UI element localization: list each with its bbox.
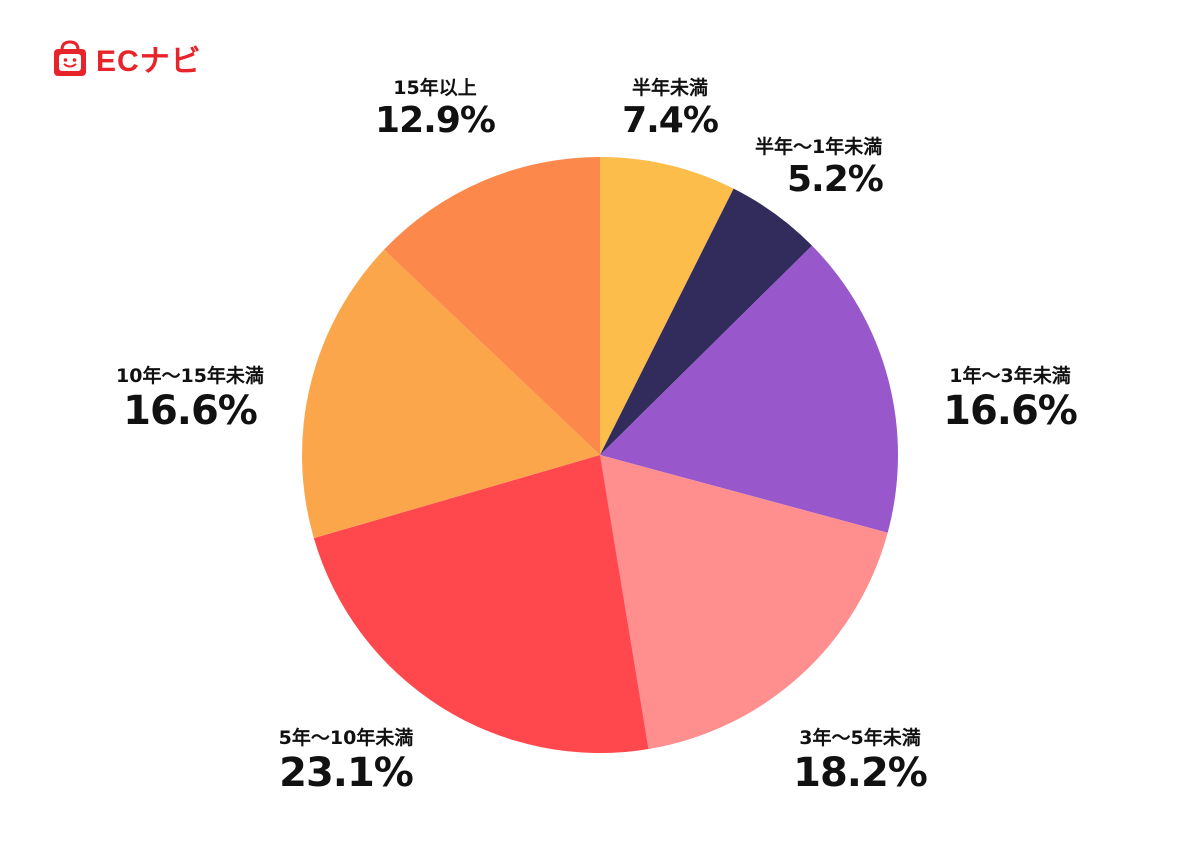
category-label: 半年～1年未満: [755, 136, 883, 158]
category-label: 1年～3年未満: [949, 365, 1071, 387]
slice-label-3-to-5-years: 3年～5年未満 18.2%: [750, 726, 970, 796]
category-label: 半年未満: [631, 77, 708, 99]
value-label: 16.6%: [943, 388, 1078, 434]
category-label: 15年以上: [393, 77, 477, 99]
value-label: 23.1%: [279, 750, 414, 796]
slice-10-to-15-years: [302, 249, 600, 539]
slice-3-to-5-years: [600, 455, 888, 750]
value-label: 18.2%: [793, 750, 928, 796]
shopping-bag-face-icon: [54, 40, 86, 76]
slice-under-half-year: [600, 157, 734, 455]
slice-5-to-10-years: [313, 455, 649, 753]
logo-text: ECナビ: [96, 45, 202, 78]
slice-label-half-to-1-year: 半年～1年未満 5.2%: [755, 135, 975, 201]
slice-label-5-to-10-years: 5年～10年未満 23.1%: [236, 726, 456, 796]
logo: ECナビ: [50, 36, 202, 80]
value-label: 7.4%: [622, 100, 719, 141]
slice-label-over-15-years: 15年以上 12.9%: [335, 76, 535, 142]
slice-label-under-half-year: 半年未満 7.4%: [540, 76, 800, 142]
value-label: 16.6%: [123, 388, 258, 434]
slice-label-10-to-15-years: 10年～15年未満 16.6%: [70, 364, 310, 434]
category-label: 3年～5年未満: [799, 727, 921, 749]
slice-1-to-3-years: [600, 245, 898, 533]
value-label: 12.9%: [375, 100, 496, 141]
slice-over-15-years: [384, 157, 600, 455]
category-label: 5年～10年未満: [278, 727, 414, 749]
slice-label-1-to-3-years: 1年～3年未満 16.6%: [900, 364, 1120, 434]
category-label: 10年～15年未満: [116, 365, 264, 387]
slice-half-to-1-year: [600, 188, 813, 455]
value-label: 5.2%: [787, 159, 884, 200]
